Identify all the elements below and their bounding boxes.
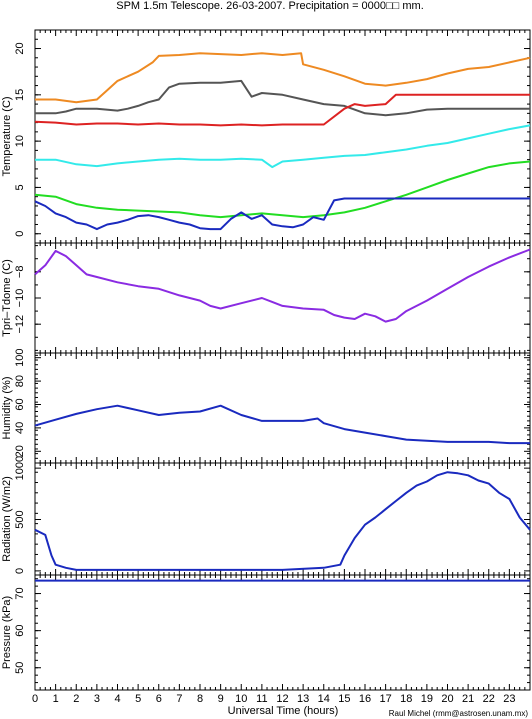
series-line-humidity-0 [34, 404, 530, 445]
y-tick-label: 50 [14, 662, 26, 674]
series-line-temperature-2 [34, 93, 530, 127]
y-tick-label: 20 [14, 445, 26, 457]
series-line-temperature-3 [35, 124, 531, 169]
y-tick-label: 100 [14, 349, 26, 367]
x-tick-label: 12 [276, 693, 288, 705]
y-axis-label: Temperature (C) [1, 96, 13, 176]
y-tick-label: 80 [14, 375, 26, 387]
y-tick-label: 5 [14, 184, 26, 190]
series-line-temperature-1 [35, 79, 530, 117]
x-tick-label: 1 [53, 693, 59, 705]
x-tick-label: 20 [441, 693, 453, 705]
panel-frame [34, 29, 531, 244]
y-tick-label: 15 [14, 89, 26, 101]
x-tick-label: 16 [359, 693, 371, 705]
x-tick-label: 11 [256, 693, 267, 705]
y-axis-label: Humidity (%) [1, 377, 13, 440]
x-tick-label: 0 [32, 693, 38, 705]
series-line-temperature-0 [35, 52, 531, 104]
series-line-temperature-5 [34, 197, 530, 231]
x-tick-label: 4 [114, 693, 120, 705]
x-tick-label: 18 [400, 693, 412, 705]
x-tick-label: 3 [94, 693, 100, 705]
series-line-tdiff-0 [34, 248, 531, 323]
panel-temperature: 0 5 10 15 20 Temperature (C) [1, 29, 531, 244]
y-tick-label: 10 [14, 135, 26, 147]
y-tick-label: 20 [14, 42, 26, 54]
panel-frame [34, 462, 531, 576]
y-tick-label: 0 [14, 568, 26, 574]
y-tick-label: −10 [14, 289, 26, 308]
x-tick-label: 7 [176, 693, 182, 705]
x-tick-label: 22 [483, 693, 495, 705]
x-tick-label: 2 [73, 693, 79, 705]
x-tick-label: 14 [318, 693, 330, 705]
x-tick-label: 17 [380, 693, 392, 705]
x-tick-label: 19 [421, 693, 433, 705]
x-tick-label: 15 [338, 693, 350, 705]
x-axis-label: Universal Time (hours) [228, 705, 339, 717]
chart-title: SPM 1.5m Telescope. 26-03-2007. Precipit… [116, 0, 424, 12]
x-tick-label: 13 [297, 693, 309, 705]
y-tick-label: 60 [14, 625, 26, 637]
y-tick-label: 1000 [14, 456, 26, 480]
x-tick-label: 9 [218, 693, 224, 705]
panel-frame [34, 574, 531, 691]
y-tick-label: 500 [14, 510, 26, 528]
y-tick-label: 60 [14, 398, 26, 410]
y-tick-label: 70 [14, 587, 26, 599]
series-line-temperature-4 [34, 160, 531, 219]
series-line-radiation-0 [34, 471, 531, 571]
x-tick-label: 10 [235, 693, 247, 705]
x-tick-label: 23 [503, 693, 515, 705]
x-tick-label: 21 [462, 693, 474, 705]
y-tick-label: −8 [14, 266, 26, 279]
y-tick-label: 40 [14, 422, 26, 434]
y-axis-label: Pressure (kPa) [1, 596, 13, 669]
x-tick-label: 6 [156, 693, 162, 705]
y-tick-label: −12 [14, 315, 26, 334]
y-axis-label: Tpri–Tdome (C) [1, 259, 13, 337]
x-tick-label: 8 [197, 693, 203, 705]
x-tick-label: 5 [135, 693, 141, 705]
y-tick-label: 0 [14, 231, 26, 237]
y-axis-label: Radiation (W/m2) [1, 476, 13, 562]
panel-frame [34, 242, 531, 354]
credit-text: Raul Michel (rmm@astrosen.unam.mx) [389, 709, 529, 718]
